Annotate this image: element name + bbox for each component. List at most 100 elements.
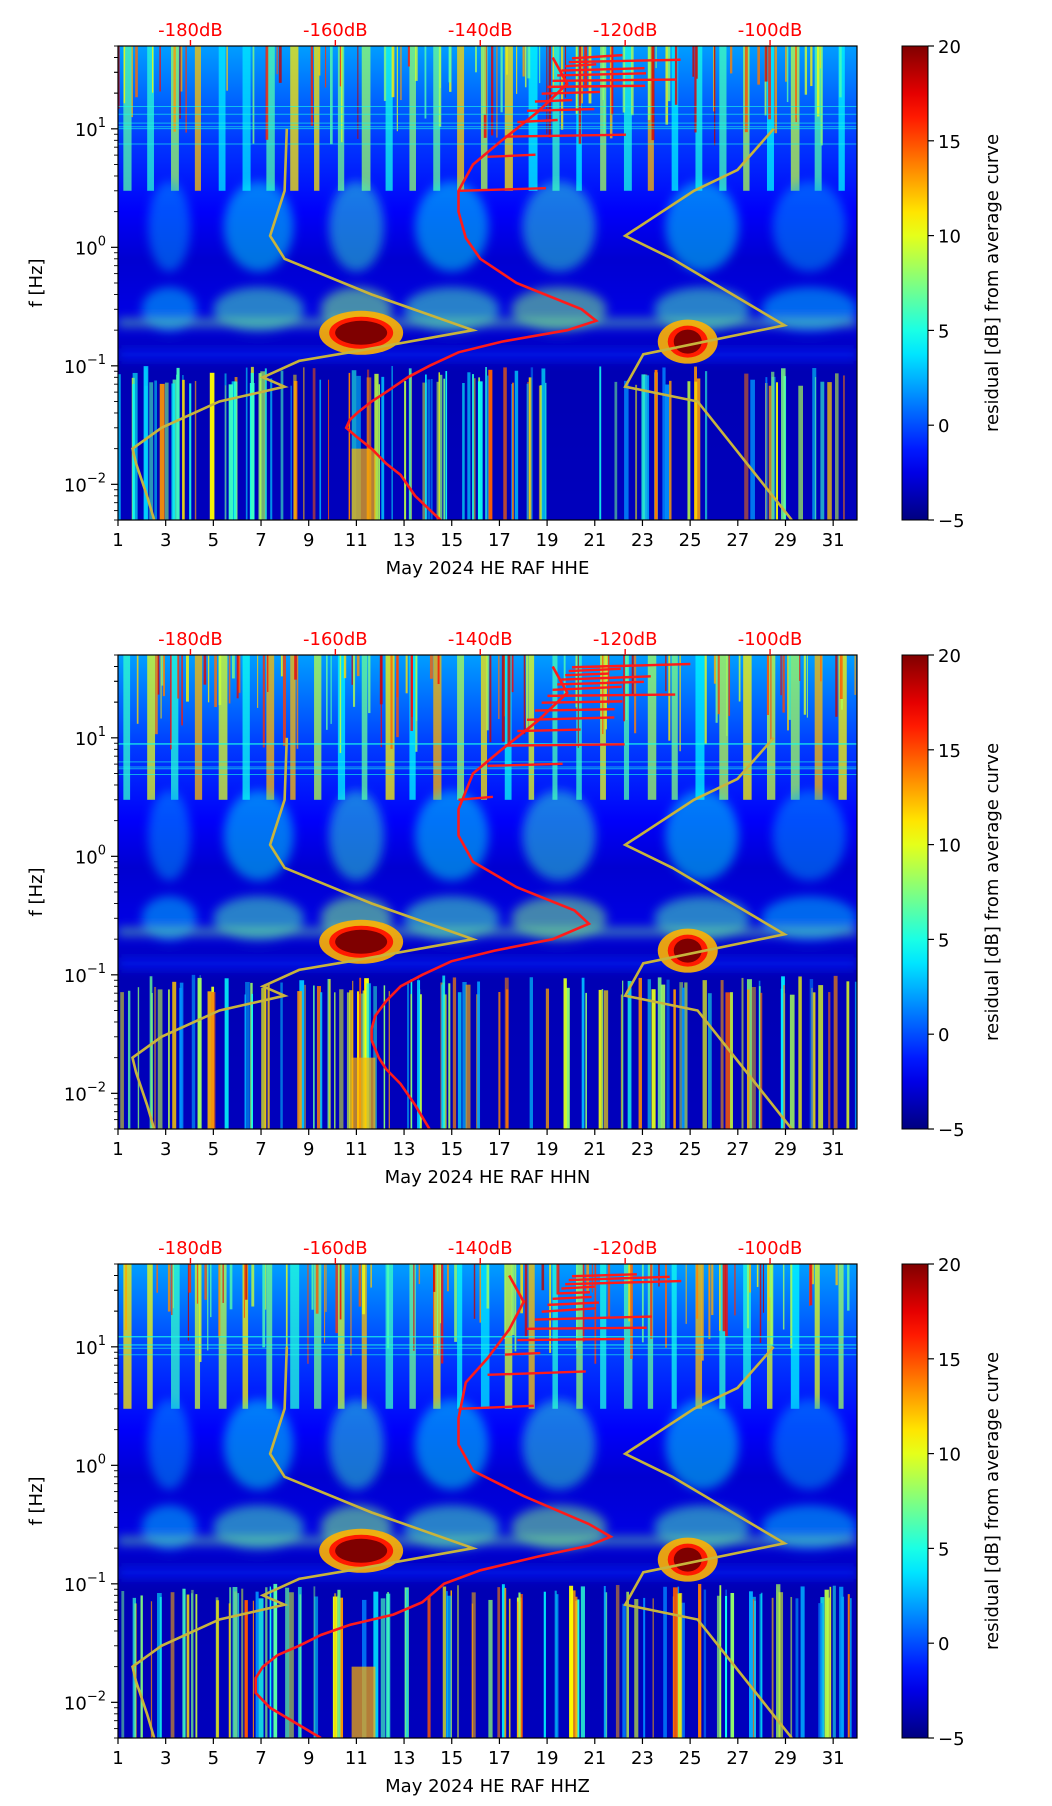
x-tick-label: 17	[488, 530, 511, 551]
x-tick-label: 29	[774, 1139, 797, 1160]
average-psd-spike	[552, 685, 622, 692]
nlnm-curve	[131, 1346, 479, 1738]
y-tick-label: 10−2	[64, 1689, 106, 1714]
average-psd-spike	[526, 1326, 647, 1330]
x-tick-label: 7	[255, 1748, 266, 1769]
average-psd-spike	[504, 133, 626, 138]
colorbar-tick-label: 0	[938, 1025, 949, 1046]
average-psd-spike	[547, 1301, 599, 1307]
x-tick-label: 25	[679, 1139, 702, 1160]
x-tick-label: 19	[536, 1748, 559, 1769]
x-tick-label: 31	[822, 530, 845, 551]
average-psd-spike	[561, 675, 651, 681]
colorbar	[901, 1263, 929, 1739]
colorbar-tick-label: 10	[938, 1445, 961, 1466]
y-tick-label: 10−2	[64, 471, 106, 496]
x-tick-label: 21	[583, 1139, 606, 1160]
average-psd-spike	[557, 72, 647, 77]
average-psd-spike	[541, 90, 600, 95]
y-tick-label: 101	[75, 116, 106, 141]
x-tick-label: 5	[208, 530, 219, 551]
colorbar	[901, 654, 929, 1130]
x-tick-label: 11	[345, 1748, 368, 1769]
colorbar-tick-label: 5	[938, 321, 949, 342]
nlnm-curve	[131, 128, 479, 520]
average-psd-spike	[517, 728, 581, 733]
colorbar-label: residual [dB] from average curve	[982, 1352, 1003, 1650]
x-tick-label: 1	[112, 530, 123, 551]
x-tick-label: 11	[345, 530, 368, 551]
average-psd-spike	[565, 63, 597, 68]
x-tick-label: 15	[440, 1748, 463, 1769]
top-db-tick-label: -180dB	[158, 629, 223, 650]
x-tick-label: 3	[160, 1748, 171, 1769]
x-axis-label: May 2024 HE RAF HHE	[386, 558, 590, 579]
x-tick-label: 21	[583, 530, 606, 551]
top-db-tick-label: -100dB	[738, 20, 803, 41]
y-tick-label: 101	[75, 1334, 106, 1359]
average-psd-spike	[504, 743, 625, 747]
nhnm-curve	[622, 127, 793, 520]
average-psd-spike	[541, 1307, 596, 1313]
top-db-tick-label: -140dB	[448, 629, 513, 650]
average-psd-spike	[552, 1295, 592, 1301]
x-tick-label: 9	[303, 530, 314, 551]
top-db-tick-label: -180dB	[158, 20, 223, 41]
average-psd-spike	[458, 1404, 534, 1410]
x-tick-label: 15	[440, 1139, 463, 1160]
x-tick-label: 3	[160, 1139, 171, 1160]
top-db-tick-label: -100dB	[738, 1238, 803, 1259]
average-psd-spike	[547, 693, 676, 698]
average-psd-spike	[534, 708, 615, 712]
x-tick-label: 7	[255, 530, 266, 551]
x-tick-label: 11	[345, 1139, 368, 1160]
y-axis-label: f [Hz]	[26, 867, 47, 916]
colorbar-tick-label: −5	[938, 511, 965, 532]
average-psd-spike	[571, 53, 623, 60]
top-db-tick-label: -100dB	[738, 629, 803, 650]
average-psd-spike	[517, 1337, 625, 1342]
y-tick-label: 10−1	[64, 962, 106, 987]
average-psd-spike	[504, 1351, 541, 1356]
average-psd-spike	[571, 662, 691, 669]
x-tick-label: 19	[536, 1139, 559, 1160]
average-psd-spike	[458, 795, 494, 801]
x-tick-label: 19	[536, 530, 559, 551]
heatmap	[118, 46, 857, 520]
top-db-tick-label: -160dB	[303, 629, 368, 650]
x-tick-label: 13	[393, 1748, 416, 1769]
colorbar-tick-label: 5	[938, 930, 949, 951]
average-psd-spike	[541, 700, 623, 704]
x-tick-label: 1	[112, 1748, 123, 1769]
colorbar-tick-label: 0	[938, 1634, 949, 1655]
colorbar-tick-label: 20	[938, 37, 961, 58]
x-tick-label: 31	[822, 1139, 845, 1160]
average-psd-curve	[254, 1274, 614, 1738]
colorbar-tick-label: 20	[938, 646, 961, 667]
x-tick-label: 29	[774, 1748, 797, 1769]
average-psd-spike	[534, 1315, 652, 1321]
average-psd-spike	[561, 67, 645, 72]
colorbar-tick-label: 0	[938, 416, 949, 437]
average-psd-spike	[568, 667, 621, 673]
average-psd-spike	[517, 118, 558, 124]
nlnm-curve	[131, 737, 479, 1129]
average-psd-spike	[526, 716, 615, 721]
average-psd-spike	[487, 762, 563, 768]
top-db-tick-label: -120dB	[593, 20, 658, 41]
top-db-tick-label: -120dB	[593, 629, 658, 650]
average-psd-spike	[568, 1275, 670, 1282]
colorbar-tick-label: −5	[938, 1120, 965, 1141]
top-db-tick-label: -140dB	[448, 20, 513, 41]
average-psd-spike	[534, 98, 573, 103]
average-psd-spike	[568, 58, 681, 64]
nhnm-curve	[622, 1345, 793, 1738]
colorbar-tick-label: 15	[938, 1350, 961, 1371]
colorbar-tick-label: 20	[938, 1255, 961, 1276]
y-tick-label: 10−1	[64, 353, 106, 378]
nhnm-curve	[622, 736, 793, 1129]
x-tick-label: 29	[774, 530, 797, 551]
x-tick-label: 23	[631, 530, 654, 551]
